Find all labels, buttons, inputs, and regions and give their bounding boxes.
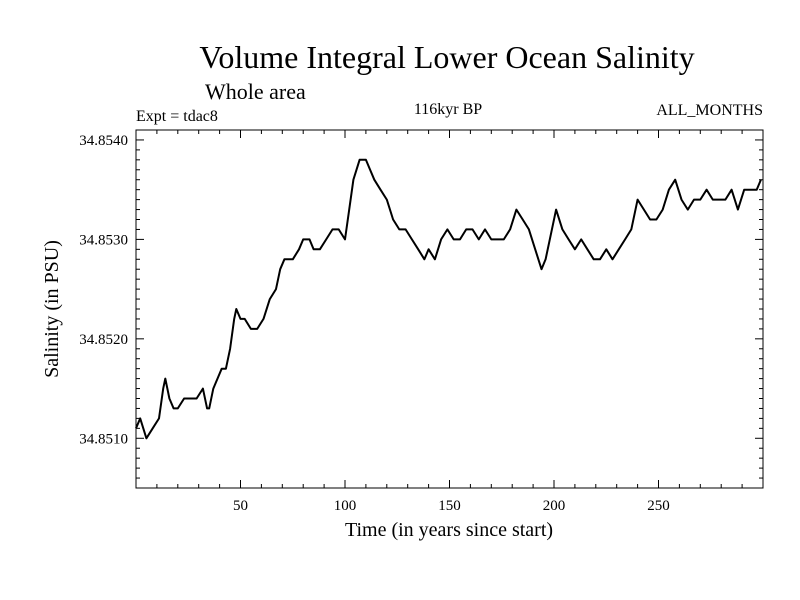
x-axis-label: Time (in years since start) <box>345 519 553 541</box>
experiment-label: Expt = tdac8 <box>136 108 218 125</box>
plot-border <box>135 129 764 489</box>
chart-subtitle: Whole area <box>205 79 306 104</box>
salinity-series-line <box>135 158 762 440</box>
plot-frame <box>135 129 764 489</box>
months-label: ALL_MONTHS <box>656 102 763 119</box>
y-tick-label: 34.8510 <box>79 431 128 447</box>
x-tick-label: 100 <box>334 498 357 514</box>
y-axis: 34.8510 34.8520 34.8530 34.8540 <box>79 129 763 489</box>
x-tick-label: 200 <box>543 498 566 514</box>
y-tick-label: 34.8520 <box>79 332 128 348</box>
x-tick-label: 150 <box>438 498 461 514</box>
x-tick-label: 50 <box>233 498 248 514</box>
y-tick-label: 34.8530 <box>79 232 128 248</box>
y-axis-label: Salinity (in PSU) <box>41 240 63 378</box>
period-label: 116kyr BP <box>414 101 482 118</box>
chart-title: Volume Integral Lower Ocean Salinity <box>199 39 694 75</box>
x-tick-label: 250 <box>647 498 670 514</box>
y-tick-label: 34.8540 <box>79 133 128 149</box>
x-axis: 50 100 150 200 250 <box>156 130 743 514</box>
